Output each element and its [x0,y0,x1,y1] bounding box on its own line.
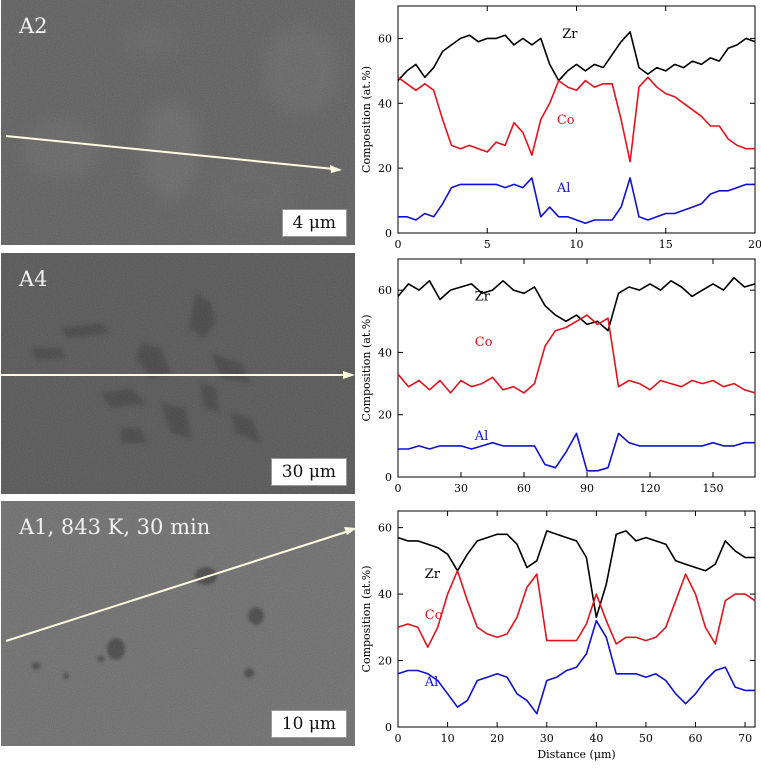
micrograph-a1-image [1,501,355,746]
series-label-al: Al [424,675,439,690]
series-label-co: Co [475,335,493,350]
x-tick-label: 30 [540,732,554,745]
series-label-co: Co [557,113,575,128]
x-tick-label: 30 [454,482,468,495]
x-tick-label: 5 [484,238,491,251]
line-scan-arrow [5,530,350,642]
scale-bar: 30 μm [270,458,347,486]
micrograph-a2: A2 4 μm [1,0,355,245]
scale-bar: 4 μm [281,209,347,237]
series-label-zr: Zr [562,27,578,42]
x-tick-label: 10 [570,238,584,251]
scale-bar: 10 μm [270,710,347,738]
series-label-co: Co [425,608,443,623]
y-tick-label: 40 [378,346,392,359]
series-line-zr [397,31,756,82]
composition-chart-a1: 0 10 20 30 40 50 60 70 0 20 40 60 Composition (at.%)… [357,501,761,768]
series-line-al [398,432,755,472]
composition-chart-a4: 0 30 60 90 120 150 0 20 40 60 Composition (at.%) Zr… [357,253,761,501]
series-line-al [398,177,755,225]
x-tick-label: 120 [640,482,661,495]
series-label-zr: Zr [475,289,491,304]
y-tick-label: 40 [378,588,392,601]
micrograph-a1: A1, 843 K, 30 min 10 μm [1,501,355,746]
y-tick-label: 60 [378,284,392,297]
micrograph-a4-image [1,253,355,494]
series-line-zr [397,530,755,619]
micrograph-label: A4 [19,267,48,291]
x-tick-label: 50 [639,732,653,745]
y-tick-label: 20 [378,162,392,175]
y-tick-label: 40 [378,97,392,110]
x-tick-label: 20 [748,238,761,251]
x-tick-label: 90 [580,482,594,495]
y-tick-label: 20 [378,409,392,422]
y-axis-label: Composition (at.%) [360,66,373,173]
y-tick-label: 0 [385,471,392,484]
micrograph-a4: A4 30 μm [1,253,355,494]
series-label-al: Al [474,429,489,444]
series-line-co [397,76,755,163]
y-tick-label: 60 [378,522,392,535]
series-line-al [397,619,755,715]
y-axis-label: Composition (at.%) [360,566,373,673]
chart-svg: 0 10 20 30 40 50 60 70 0 20 40 60 Composition (at.%)… [360,510,756,761]
x-tick-label: 0 [395,482,402,495]
y-tick-label: 0 [385,721,392,734]
series-line-co [397,570,756,648]
x-tick-label: 60 [517,482,531,495]
chart-svg: 0 5 10 15 20 0 20 40 60 Composition (at.%) Zr Co Al [360,5,761,251]
plot-frame [397,258,756,478]
micrograph-label: A2 [19,14,48,38]
x-tick-label: 20 [490,732,504,745]
line-scan-arrow [5,135,335,170]
micrograph-a2-image [1,0,355,245]
micrograph-label: A1, 843 K, 30 min [19,515,211,539]
series-label-zr: Zr [425,567,441,582]
chart-svg: 0 30 60 90 120 150 0 20 40 60 Composition (at.%) Zr… [360,258,756,495]
x-tick-label: 60 [689,732,703,745]
y-tick-label: 20 [378,655,392,668]
x-tick-label: 0 [395,732,402,745]
x-tick-label: 15 [659,238,673,251]
x-tick-label: 40 [589,732,603,745]
composition-chart-a2: 0 5 10 15 20 0 20 40 60 Composition (at.%) Zr Co Al [357,0,761,252]
x-axis-label: Distance (μm) [537,748,615,761]
y-tick-label: 60 [378,32,392,45]
y-tick-label: 0 [385,227,392,240]
series-line-co [397,314,756,394]
series-line-zr [397,276,756,332]
x-tick-label: 70 [738,732,752,745]
x-tick-label: 10 [441,732,455,745]
x-tick-label: 150 [703,482,724,495]
plot-frame [397,510,756,728]
y-axis-label: Composition (at.%) [360,315,373,422]
x-tick-label: 0 [395,238,402,251]
series-label-al: Al [556,181,571,196]
